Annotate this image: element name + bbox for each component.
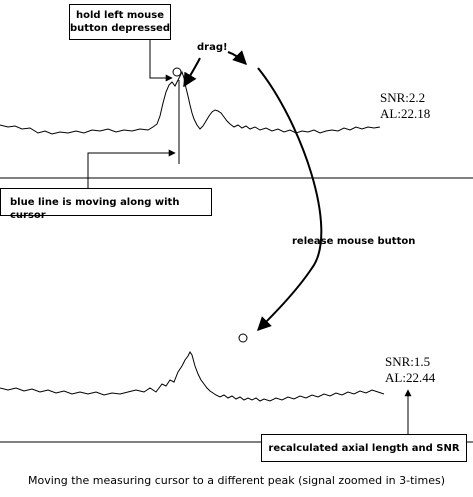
hold-arrow	[149, 40, 173, 82]
blue-line-callout: blue line is moving along with cursor	[0, 188, 212, 221]
top-signal-trace	[0, 70, 381, 135]
top-al-readout: AL:22.18	[380, 106, 431, 121]
drag-left-arrow	[183, 57, 201, 88]
cursor-end-circle[interactable]	[238, 333, 248, 343]
drag-right-arrow	[227, 50, 247, 65]
bottom-al-readout: AL:22.44	[385, 370, 436, 385]
bottom-signal-trace	[0, 351, 385, 402]
recalculated-callout: recalculated axial length and SNR	[261, 434, 467, 462]
drag-label: drag!	[197, 42, 228, 53]
cursor-start-circle[interactable]	[172, 67, 182, 77]
release-label: release mouse button	[292, 236, 416, 247]
top-snr-readout: SNR:2.2	[380, 90, 426, 105]
release-curve-arrow	[257, 67, 323, 331]
hold-button-callout: hold left mouse button depressed	[69, 4, 171, 40]
figure-caption: Moving the measuring cursor to a differe…	[27, 474, 445, 487]
blue-line-arrow	[87, 149, 176, 188]
bottom-snr-readout: SNR:1.5	[385, 354, 431, 369]
